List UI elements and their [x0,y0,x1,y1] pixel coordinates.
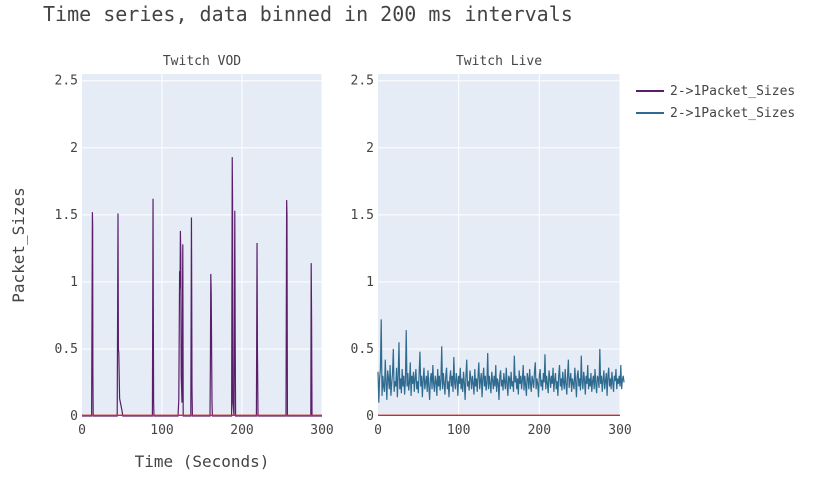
legend-swatch-live [636,112,664,114]
y-tick-label: 1.5 [55,208,78,223]
y-tick-label: 2 [366,141,374,156]
series-line-vod[interactable] [82,157,322,417]
x-axis-label: Time (Seconds) [135,452,270,471]
legend[interactable]: 2->1Packet_Sizes 2->1Packet_Sizes [636,80,795,124]
y-tick-label: 0 [70,409,78,424]
x-tick-label: 200 [528,423,551,438]
y-tick-label: 0 [366,409,374,424]
legend-item-vod[interactable]: 2->1Packet_Sizes [636,80,795,102]
subplot-twitch-vod: Twitch VOD 0 0.5 1 1.5 2 2.5 0 100 200 300 [55,54,334,438]
y-tick-label: 2 [70,141,78,156]
legend-swatch-vod [636,90,664,92]
y-tick-label: 2.5 [351,74,374,89]
y-tick-label: 1 [366,275,374,290]
x-tick-label: 100 [150,423,173,438]
plot-area [378,74,620,416]
x-tick-label: 100 [447,423,470,438]
x-tick-label: 300 [310,423,333,438]
plot-area [82,74,322,416]
x-tick-label: 0 [374,423,382,438]
legend-label-live: 2->1Packet_Sizes [670,105,796,121]
x-tick-label: 0 [78,423,86,438]
y-tick-label: 0.5 [351,342,374,357]
y-tick-label: 2.5 [55,74,78,89]
y-tick-label: 1 [70,275,78,290]
x-tick-label: 300 [608,423,631,438]
x-tick-label: 200 [230,423,253,438]
subplot-title-live: Twitch Live [456,54,542,69]
chart-title: Time series, data binned in 200 ms inter… [43,2,573,26]
subplot-twitch-live: Twitch Live 0 0.5 1 1.5 2 2.5 0 100 200 300 [351,54,632,438]
subplot-title-vod: Twitch VOD [163,54,241,69]
legend-label-vod: 2->1Packet_Sizes [670,83,796,99]
y-axis-label: Packet_Sizes [9,187,28,303]
y-tick-label: 0.5 [55,342,78,357]
series-line-live[interactable] [377,319,625,403]
y-tick-label: 1.5 [351,208,374,223]
legend-item-live[interactable]: 2->1Packet_Sizes [636,102,795,124]
